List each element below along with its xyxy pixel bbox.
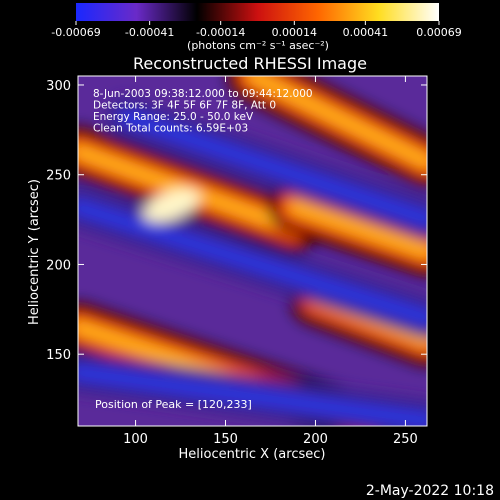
x-tick-label: 250 [393, 432, 418, 447]
dark-trough [78, 186, 427, 339]
bright-ridge [268, 181, 427, 278]
annotation-line: 8-Jun-2003 09:38:12.000 to 09:44:12.000 [93, 88, 313, 100]
annotation-line: Detectors: 3F 4F 5F 6F 7F 8F, Att 0 [93, 100, 276, 112]
colorbar-tick-label: -0.00069 [51, 26, 100, 39]
x-tick-label: 150 [213, 432, 238, 447]
chart-title: Reconstructed RHESSI Image [133, 54, 367, 73]
plot-timestamp: 2-May-2022 10:18 [366, 483, 494, 499]
colorbar-tick-label: 0.00014 [272, 26, 318, 39]
colorbar-unit-label: (photons cm⁻² s⁻¹ asec⁻²) [187, 39, 329, 52]
colorbar-gradient [76, 3, 439, 21]
colorbar-tick-label: 0.00041 [343, 26, 389, 39]
plot-area: 100 150 200 250 150 200 250 300 [46, 75, 428, 447]
y-tick-label: 150 [46, 348, 71, 363]
plot-frame [77, 75, 428, 427]
y-tick-label: 250 [46, 169, 71, 184]
y-axis-ticks: 150 200 250 300 [46, 79, 427, 363]
colorbar-tick-label: -0.00014 [196, 26, 245, 39]
annotation-line: Energy Range: 25.0 - 50.0 keV [93, 111, 254, 123]
x-tick-label: 100 [123, 432, 148, 447]
annotation-line: Clean Total counts: 6.59E+03 [93, 123, 248, 135]
bright-ridge [227, 76, 427, 188]
heatmap-image [78, 76, 427, 426]
peak-position-label: Position of Peak = [120,233] [95, 398, 252, 411]
colorbar-tick-label: 0.00069 [416, 26, 462, 39]
dark-trough [106, 96, 427, 241]
colorbar-tick-label: -0.00041 [125, 26, 174, 39]
x-tick-label: 200 [303, 432, 328, 447]
dark-trough [78, 351, 427, 426]
x-axis-label: Heliocentric X (arcsec) [179, 447, 326, 462]
y-axis-label: Heliocentric Y (arcsec) [27, 179, 42, 325]
peak-highlight [142, 188, 201, 222]
y-tick-label: 300 [46, 79, 71, 94]
x-axis-ticks: 100 150 200 250 [123, 76, 418, 447]
observation-annotations: 8-Jun-2003 09:38:12.000 to 09:44:12.000D… [93, 88, 313, 135]
colorbar-ticks [75, 21, 440, 25]
colorbar-tick-labels: -0.00069 -0.00041 -0.00014 0.00014 0.00041 0.… [51, 26, 461, 39]
y-tick-label: 200 [46, 258, 71, 273]
colorbar: -0.00069 -0.00041 -0.00014 0.00014 0.00041 0.… [51, 3, 462, 52]
